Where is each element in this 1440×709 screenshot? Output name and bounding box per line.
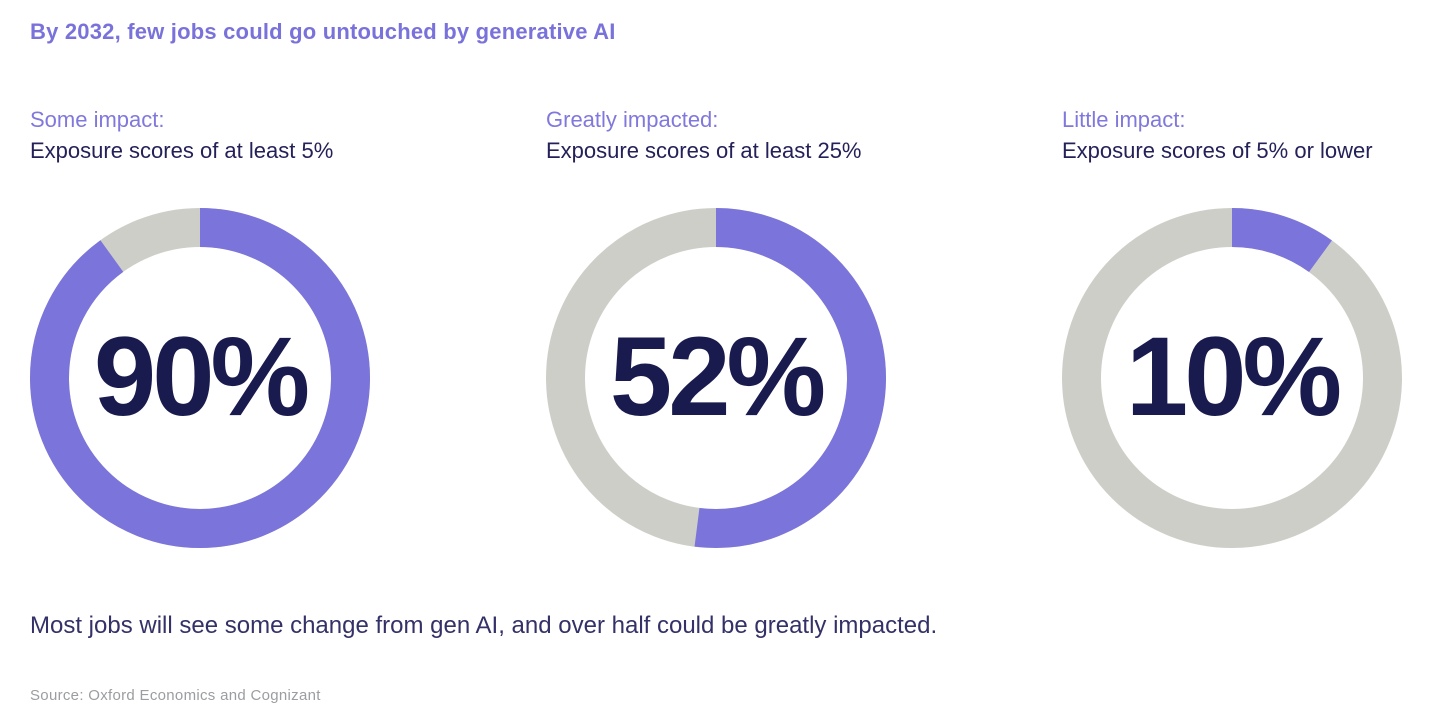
donut-value-label: 10% (1125, 313, 1342, 439)
donut-chart: 10% (1062, 208, 1402, 548)
source-attribution: Source: Oxford Economics and Cognizant (30, 687, 321, 704)
category-label: Greatly impacted: (546, 107, 719, 132)
donut-card-greatly-impacted: Greatly impacted: Exposure scores of at … (546, 104, 894, 548)
category-label: Some impact: (30, 107, 165, 132)
donut-ring (1062, 208, 1402, 548)
category-definition: Exposure scores of at least 25% (546, 138, 862, 163)
donut-value-arc (546, 208, 886, 548)
donut-ring (30, 208, 370, 548)
category-label: Little impact: (1062, 107, 1186, 132)
donut-value-label: 90% (93, 313, 310, 439)
category-definition: Exposure scores of 5% or lower (1062, 138, 1373, 163)
donut-value-arc (1062, 208, 1402, 548)
donut-card-some-impact: Some impact: Exposure scores of at least… (30, 104, 378, 548)
takeaway-text: Most jobs will see some change from gen … (30, 612, 938, 639)
donut-value-arc (30, 208, 370, 548)
donut-chart: 90% (30, 208, 370, 548)
donut-card-little-impact: Little impact: Exposure scores of 5% or … (1062, 104, 1410, 548)
donut-ring (546, 208, 886, 548)
donut-value-label: 52% (609, 313, 826, 439)
donut-cards-row: Some impact: Exposure scores of at least… (30, 104, 1410, 548)
donut-chart: 52% (546, 208, 886, 548)
page-title: By 2032, few jobs could go untouched by … (30, 19, 616, 44)
category-definition: Exposure scores of at least 5% (30, 138, 334, 163)
